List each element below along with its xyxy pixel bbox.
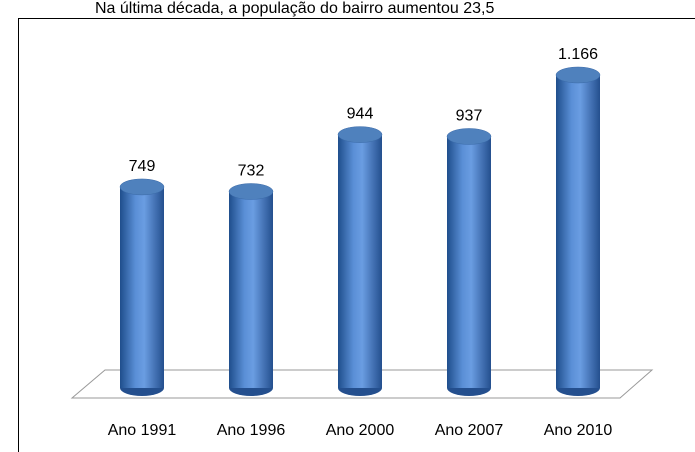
x-tick-label: Ano 2000 [326,422,395,439]
chart-title: Na última década, a população do bairro … [95,0,494,17]
bar-body [556,75,600,388]
bar [119,178,165,396]
bar-body [120,186,164,388]
value-label: 1.166 [558,46,598,63]
x-tick-label: Ano 1991 [108,422,177,439]
value-label: 944 [347,106,374,123]
bar [555,66,601,396]
bar-body [447,136,491,388]
value-label: 732 [238,163,265,180]
bar [337,126,383,396]
frame [18,18,695,452]
bar-top [337,126,383,143]
bar-body [338,134,382,388]
value-label: 749 [129,158,156,175]
bar-top [119,178,165,196]
bar [446,128,492,396]
x-tick-label: Ano 2010 [544,422,613,439]
bar-top [228,183,274,200]
bar-top [555,66,601,84]
value-label: 937 [456,107,483,124]
x-tick-label: Ano 1996 [217,422,286,439]
x-tick-label: Ano 2007 [435,422,504,439]
bar-top [446,128,492,145]
bar [228,183,274,396]
bar-body [229,191,273,388]
